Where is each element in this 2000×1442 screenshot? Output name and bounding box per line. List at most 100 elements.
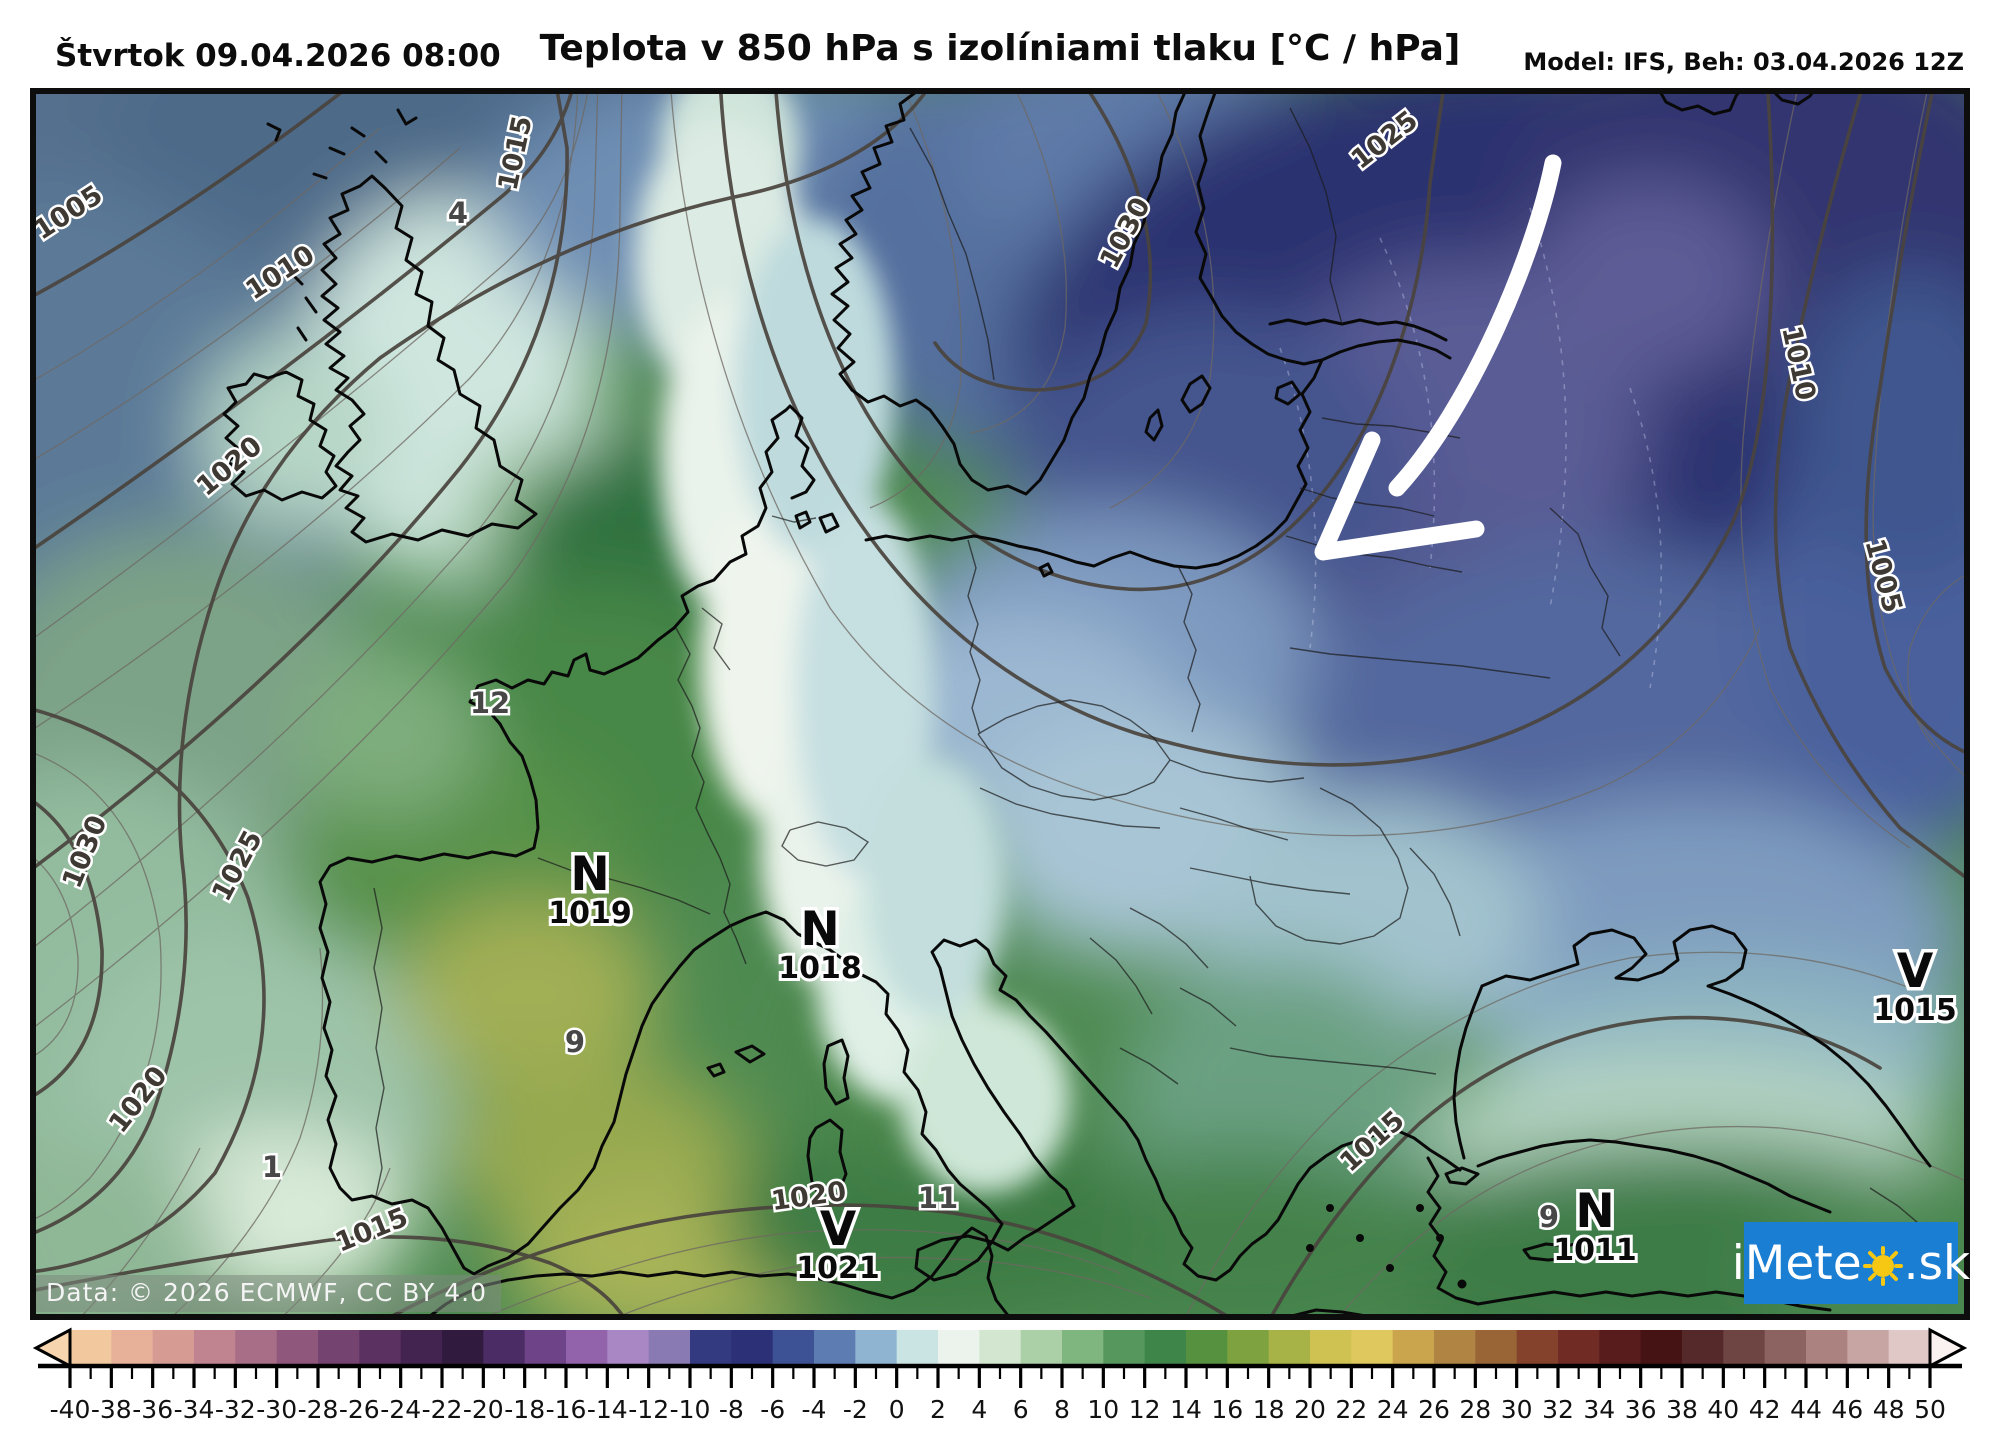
pressure-center-letter: N bbox=[800, 902, 839, 957]
colorbar-tick-label: -26 bbox=[339, 1395, 380, 1424]
colorbar-cell bbox=[1847, 1330, 1890, 1366]
colorbar-tick-label: 50 bbox=[1914, 1395, 1946, 1424]
colorbar-tick-label: 2 bbox=[930, 1395, 946, 1424]
colorbar-cell bbox=[1186, 1330, 1228, 1366]
page-title: Teplota v 850 hPa s izolíniami tlaku [°C… bbox=[539, 28, 1461, 69]
colorbar-tick-label: -20 bbox=[463, 1395, 504, 1424]
colorbar-cell bbox=[979, 1330, 1022, 1366]
colorbar-tick-label: 8 bbox=[1054, 1395, 1070, 1424]
colorbar-cell bbox=[814, 1330, 856, 1366]
colorbar-tick-label: 6 bbox=[1013, 1395, 1029, 1424]
pressure-center-value: 1015 bbox=[1873, 993, 1957, 1028]
country-borders bbox=[373, 107, 1925, 1229]
colorbar-cell bbox=[938, 1330, 980, 1366]
colorbar-tick-label: -12 bbox=[628, 1395, 669, 1424]
colorbar-cell bbox=[1227, 1330, 1270, 1366]
colorbar-tick-label: 26 bbox=[1418, 1395, 1450, 1424]
colorbar-cell bbox=[1144, 1330, 1187, 1366]
colorbar-tick-label: -22 bbox=[422, 1395, 463, 1424]
colorbar-cell bbox=[1640, 1330, 1683, 1366]
colorbar-tick-label: -14 bbox=[587, 1395, 628, 1424]
colorbar-cell bbox=[1020, 1330, 1063, 1366]
pressure-center-letter: V bbox=[1897, 944, 1934, 999]
colorbar-tick-label: 14 bbox=[1170, 1395, 1202, 1424]
temperature-label: 11 bbox=[918, 1181, 958, 1215]
colorbar-cell bbox=[483, 1330, 526, 1366]
colorbar-tick-label: 40 bbox=[1707, 1395, 1739, 1424]
colorbar-tick-label: -36 bbox=[132, 1395, 173, 1424]
colorbar-cell bbox=[1062, 1330, 1104, 1366]
colorbar-cell bbox=[70, 1330, 112, 1366]
colorbar-tick-label: 20 bbox=[1294, 1395, 1326, 1424]
pressure-center-letter: N bbox=[570, 847, 609, 902]
pressure-center-value: 1011 bbox=[1553, 1233, 1637, 1268]
colorbar-cell bbox=[1599, 1330, 1642, 1366]
colorbar-tick-label: 44 bbox=[1790, 1395, 1822, 1424]
colorbar-tick-label: -16 bbox=[546, 1395, 587, 1424]
colorbar-cell bbox=[607, 1330, 650, 1366]
colorbar-cell bbox=[318, 1330, 360, 1366]
colorbar-tick-label: 22 bbox=[1335, 1395, 1367, 1424]
colorbar-tick-label: 32 bbox=[1542, 1395, 1574, 1424]
temperature-label: 1 bbox=[262, 1150, 282, 1184]
colorbar-tick-label: -6 bbox=[760, 1395, 785, 1424]
colorbar-cell bbox=[194, 1330, 236, 1366]
data-attribution: Data: © 2026 ECMWF, CC BY 4.0 bbox=[36, 1275, 502, 1312]
colorbar-tick-label: -8 bbox=[719, 1395, 744, 1424]
colorbar-tick-label: 4 bbox=[971, 1395, 987, 1424]
colorbar-cell bbox=[1310, 1330, 1352, 1366]
model-run-info: Model: IFS, Beh: 03.04.2026 12Z bbox=[1523, 48, 1964, 76]
colorbar-cell bbox=[772, 1330, 815, 1366]
colorbar-tick-label: -40 bbox=[50, 1395, 91, 1424]
temperature-label: 9 bbox=[1539, 1200, 1559, 1234]
colorbar-over-arrow bbox=[1928, 1327, 1968, 1369]
isobars-thin bbox=[30, 88, 1970, 1320]
pressure-center-value: 1018 bbox=[778, 951, 862, 986]
colorbar-cell bbox=[1103, 1330, 1146, 1366]
colorbar-tick-label: -30 bbox=[256, 1395, 297, 1424]
colorbar-cell bbox=[648, 1330, 691, 1366]
colorbar-cell bbox=[1888, 1330, 1931, 1366]
colorbar: -40 -38 -36 -34 -32 -30 -28 -26 -24 -22 -20 -18 -16-… bbox=[0, 1325, 2000, 1438]
colorbar-tick-label: 16 bbox=[1211, 1395, 1243, 1424]
colorbar-tick-label: -38 bbox=[91, 1395, 132, 1424]
pressure-center-letter: N bbox=[1575, 1184, 1614, 1239]
colorbar-tick-label: -4 bbox=[802, 1395, 827, 1424]
map-frame: 1005 1010 1015 1020 1030 1025 1020 1015 1020 1015… bbox=[30, 88, 1970, 1320]
colorbar-cell bbox=[1351, 1330, 1394, 1366]
colorbar-cell bbox=[400, 1330, 443, 1366]
pressure-center-letter: V bbox=[820, 1202, 857, 1257]
temperature-contours bbox=[1279, 207, 1663, 689]
colorbar-cell bbox=[442, 1330, 484, 1366]
colorbar-scale: -40 -38 -36 -34 -32 -30 -28 -26 -24 -22 -20 -18 -16-… bbox=[32, 1327, 1968, 1424]
colorbar-tick-label: -2 bbox=[843, 1395, 868, 1424]
colorbar-tick-label: -34 bbox=[174, 1395, 215, 1424]
colorbar-tick-label: -18 bbox=[504, 1395, 545, 1424]
colorbar-tick-label: 18 bbox=[1253, 1395, 1285, 1424]
colorbar-tick-label: 30 bbox=[1501, 1395, 1533, 1424]
colorbar-cell bbox=[1723, 1330, 1766, 1366]
annotation-arrow bbox=[1314, 154, 1562, 561]
colorbar-tick-label: 46 bbox=[1831, 1395, 1863, 1424]
colorbar-tick-label: -10 bbox=[670, 1395, 711, 1424]
colorbar-cell bbox=[276, 1330, 319, 1366]
colorbar-cell bbox=[524, 1330, 567, 1366]
pressure-center-value: 1021 bbox=[796, 1251, 880, 1286]
colorbar-tick-label: 38 bbox=[1666, 1395, 1698, 1424]
temperature-label: 4 bbox=[448, 196, 468, 230]
colorbar-tick-label: 24 bbox=[1377, 1395, 1409, 1424]
colorbar-cell bbox=[896, 1330, 939, 1366]
map-border bbox=[30, 88, 1970, 1320]
colorbar-cell bbox=[1434, 1330, 1476, 1366]
colorbar-tick-label: -24 bbox=[380, 1395, 421, 1424]
colorbar-cell bbox=[1475, 1330, 1518, 1366]
colorbar-cell bbox=[1558, 1330, 1600, 1366]
pressure-center-value: 1019 bbox=[548, 896, 632, 931]
logo-text-post: .sk bbox=[1903, 1235, 1971, 1291]
colorbar-cell bbox=[152, 1330, 195, 1366]
imeteo-logo[interactable]: iMete .sk bbox=[1732, 1222, 1970, 1304]
colorbar-tick-label: 34 bbox=[1583, 1395, 1615, 1424]
colorbar-cell bbox=[235, 1330, 278, 1366]
